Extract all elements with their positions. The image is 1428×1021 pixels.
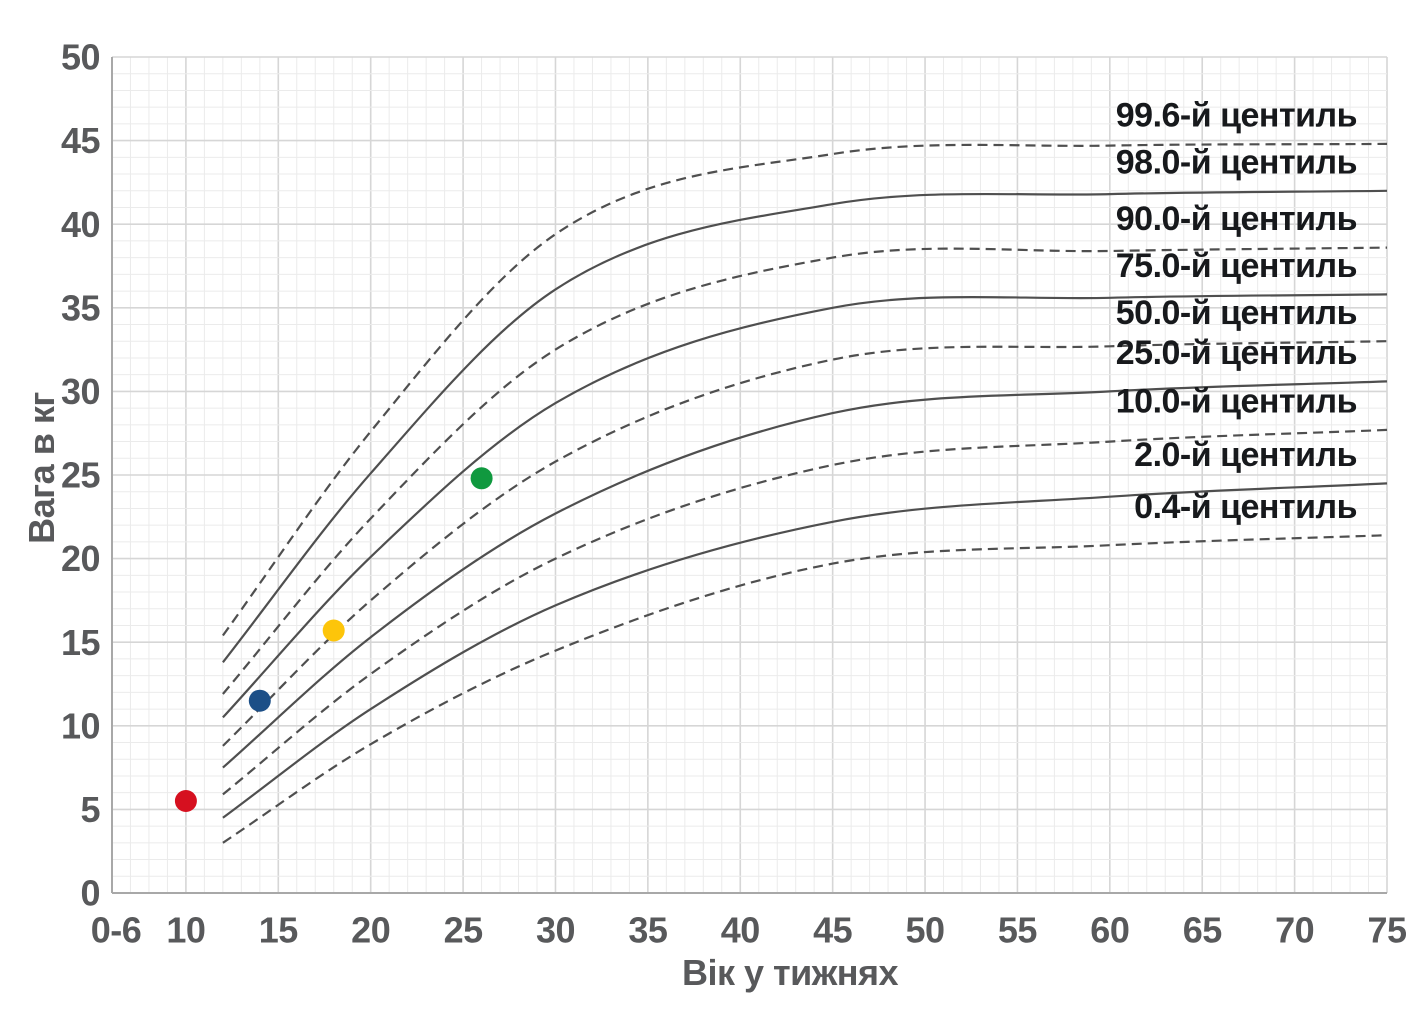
centile-curve-90.0 bbox=[222, 246, 1388, 695]
centile-label: 10.0-й центиль bbox=[1116, 382, 1357, 420]
x-axis-title: Вік у тижнях bbox=[681, 952, 899, 993]
y-tick-label: 50 bbox=[61, 37, 100, 78]
centile-curve-75.0 bbox=[222, 293, 1388, 719]
x-tick-label: 75 bbox=[1367, 910, 1407, 951]
y-tick-label: 0 bbox=[80, 873, 100, 914]
x-tick-label: 35 bbox=[628, 910, 668, 951]
y-tick-label: 15 bbox=[61, 622, 101, 663]
centile-label: 50.0-й центиль bbox=[1116, 294, 1357, 332]
grid bbox=[112, 56, 1388, 893]
y-tick-label: 5 bbox=[80, 789, 100, 830]
x-tick-label: 25 bbox=[444, 910, 484, 951]
y-tick-label: 35 bbox=[61, 287, 101, 328]
x-tick-label: 15 bbox=[259, 910, 299, 951]
centile-label: 2.0-й центиль bbox=[1134, 436, 1357, 474]
centile-label: 25.0-й центиль bbox=[1116, 334, 1357, 372]
x-tick-label: 60 bbox=[1090, 910, 1129, 951]
x-tick-label: 30 bbox=[536, 910, 575, 951]
x-tick-label: 70 bbox=[1275, 910, 1314, 951]
centile-curve-50.0 bbox=[222, 340, 1388, 747]
y-tick-label: 25 bbox=[61, 455, 101, 496]
centile-label: 98.0-й центиль bbox=[1116, 143, 1357, 181]
centile-curve-10.0 bbox=[222, 428, 1388, 796]
x-tick-label: 65 bbox=[1183, 910, 1223, 951]
x-tick-label: 20 bbox=[351, 910, 390, 951]
centile-label: 75.0-й центиль bbox=[1116, 247, 1357, 285]
y-tick-label: 20 bbox=[61, 538, 100, 579]
y-tick-label: 45 bbox=[61, 120, 101, 161]
centile-curve-0.4 bbox=[222, 534, 1388, 844]
data-points bbox=[174, 467, 493, 812]
point-blue bbox=[248, 689, 271, 712]
x-tick-label: 10 bbox=[166, 910, 205, 951]
centile-label: 99.6-й центиль bbox=[1116, 97, 1357, 135]
centile-label: 90.0-й центиль bbox=[1116, 200, 1357, 238]
x-tick-label: 55 bbox=[998, 910, 1038, 951]
y-tick-label: 30 bbox=[61, 371, 100, 412]
y-tick-label: 40 bbox=[61, 204, 100, 245]
y-axis-title: Вага в кг bbox=[21, 392, 62, 544]
x-tick-label: 50 bbox=[906, 910, 945, 951]
x-tick-label: 0-6 bbox=[91, 910, 142, 951]
y-tick-label: 10 bbox=[61, 705, 100, 746]
point-yellow bbox=[322, 619, 345, 642]
centile-label: 0.4-й центиль bbox=[1134, 488, 1357, 526]
x-tick-label: 45 bbox=[813, 910, 853, 951]
point-green bbox=[470, 467, 493, 490]
centile-curve-99.6 bbox=[222, 142, 1388, 637]
centile-curve-98.0 bbox=[222, 189, 1388, 663]
centile-curve-2.0 bbox=[222, 482, 1388, 819]
point-red bbox=[174, 790, 197, 812]
centile-curve-25.0 bbox=[222, 380, 1388, 769]
x-tick-label: 40 bbox=[721, 910, 760, 951]
centile-curves bbox=[222, 142, 1388, 844]
